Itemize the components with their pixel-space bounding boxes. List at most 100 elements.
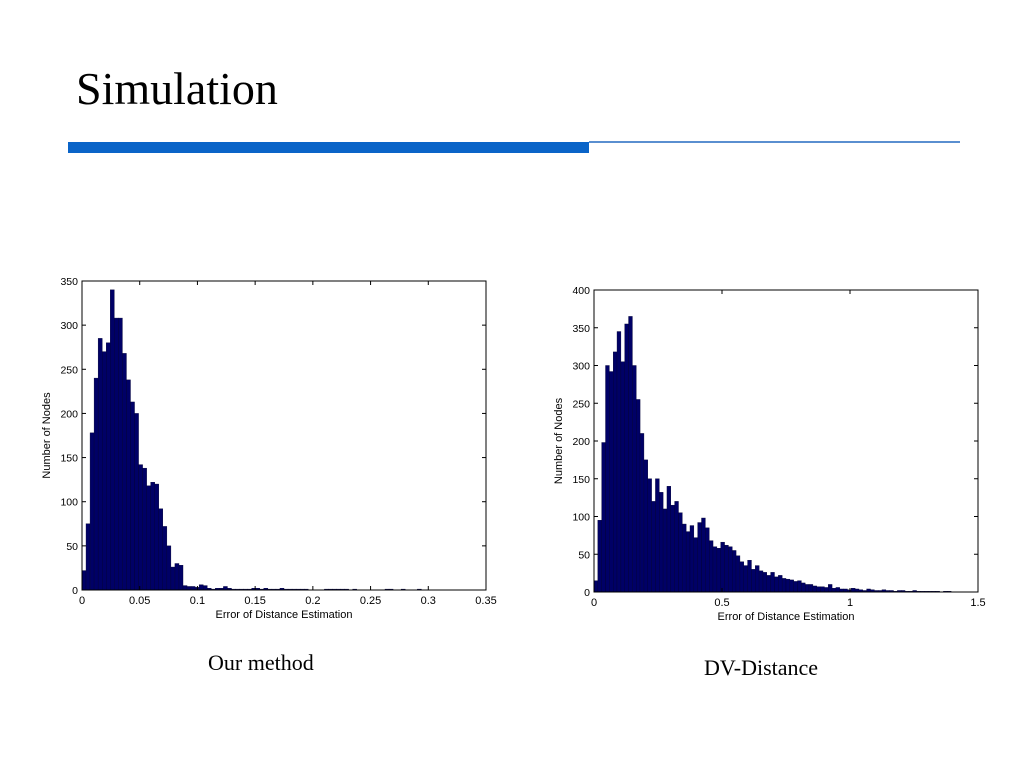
histogram-bar <box>643 459 648 593</box>
y-tick-label: 50 <box>578 549 590 561</box>
y-tick-label: 300 <box>572 361 590 373</box>
histogram-bar <box>762 572 768 593</box>
histogram-bar <box>785 578 791 593</box>
caption-dv-distance: DV-Distance <box>704 655 819 680</box>
x-tick-label: 0.3 <box>421 595 436 607</box>
y-tick-label: 0 <box>584 587 590 599</box>
y-tick-label: 100 <box>60 497 78 509</box>
histogram-bar <box>118 317 123 591</box>
x-tick-label: 0.25 <box>360 595 381 607</box>
histogram-bar <box>597 520 602 593</box>
y-tick-label: 200 <box>60 408 78 420</box>
histogram-bar <box>778 575 783 593</box>
y-tick-label: 100 <box>572 512 590 524</box>
histogram-bar <box>190 586 196 591</box>
histogram-bar <box>789 579 794 593</box>
histogram-bar <box>697 522 702 593</box>
histogram-bar <box>774 576 779 593</box>
histogram-bar <box>797 580 802 593</box>
histogram-bar <box>620 361 625 593</box>
histogram-bar <box>747 560 752 593</box>
histogram-bar <box>639 433 645 593</box>
histogram-bar <box>142 467 147 591</box>
histogram-bar <box>701 517 706 593</box>
x-tick-label: 1.5 <box>970 597 985 609</box>
histogram-bar <box>674 501 679 593</box>
histogram-bar <box>601 442 606 593</box>
y-tick-label: 150 <box>572 474 590 486</box>
histogram-bar <box>628 316 633 593</box>
histogram-bar <box>793 581 798 593</box>
y-tick-label: 200 <box>572 436 590 448</box>
histogram-bar <box>150 482 155 591</box>
caption-our-method: Our method <box>208 650 314 675</box>
histogram-bar <box>114 317 119 591</box>
histogram-bar <box>689 525 695 593</box>
histogram-bar <box>685 531 691 593</box>
histogram-bar <box>724 544 729 593</box>
histogram-bar <box>186 586 192 591</box>
histogram-bar <box>97 338 103 591</box>
histogram-bar <box>739 561 744 593</box>
histogram-bar <box>816 586 821 593</box>
histogram-bar <box>851 588 856 593</box>
histogram-bar <box>138 464 143 591</box>
x-tick-label: 0.1 <box>190 595 205 607</box>
histogram-bar <box>670 504 675 593</box>
histogram-bar <box>805 584 810 593</box>
x-tick-label: 0.35 <box>475 595 496 607</box>
plot-frame <box>81 280 487 591</box>
histogram-bar <box>693 537 698 593</box>
y-tick-label: 250 <box>572 398 590 410</box>
x-axis-label: Error of Distance Estimation <box>718 611 855 623</box>
y-tick-label: 350 <box>572 323 590 335</box>
histogram-bar <box>728 546 733 593</box>
histogram-bar <box>146 485 151 591</box>
histogram-bar <box>801 582 806 593</box>
x-tick-label: 0.15 <box>244 595 265 607</box>
histogram-bar <box>770 572 775 593</box>
histogram-bar <box>678 512 683 593</box>
title-rule-thick <box>68 142 589 153</box>
histogram-bar <box>766 575 771 593</box>
histogram-bar <box>824 587 829 593</box>
histogram-bar <box>174 563 180 591</box>
histogram-bar <box>616 331 622 593</box>
histogram-bar <box>593 580 599 593</box>
histogram-bar <box>835 587 840 593</box>
histogram-bar <box>662 508 668 593</box>
histogram-bar <box>106 342 111 591</box>
histogram-bar <box>712 546 718 593</box>
histogram-bar <box>178 565 184 591</box>
histogram-bar <box>735 555 741 593</box>
histogram-bar <box>666 486 671 593</box>
y-tick-label: 250 <box>60 364 78 376</box>
histogram-bar <box>655 478 660 593</box>
histogram-bar <box>716 548 721 593</box>
histogram-bar <box>198 584 204 591</box>
histogram-bar <box>81 570 87 591</box>
y-tick-label: 50 <box>66 541 78 553</box>
histogram-bar <box>812 585 817 593</box>
x-tick-label: 0.05 <box>129 595 150 607</box>
histogram-bar <box>682 523 687 593</box>
x-axis-label: Error of Distance Estimation <box>216 609 353 621</box>
histogram-bar <box>755 565 760 593</box>
y-axis-label: Number of Nodes <box>41 392 53 479</box>
histogram-bar <box>624 323 629 593</box>
histogram-our-method: 0 0.05 0.1 0.15 0.2 0.25 0.3 0.35 0 50 100 150 200 25… <box>30 268 510 635</box>
histogram-dv-distance: 0 0.5 1 1.5 0 50 100 150 200 250 300 350 400 Error of… <box>540 280 1000 637</box>
x-tick-label: 0 <box>591 597 597 609</box>
x-tick-label: 0.5 <box>714 597 729 609</box>
histogram-bar <box>89 432 95 591</box>
histogram-bar <box>605 365 610 593</box>
histogram-bar <box>130 401 135 591</box>
y-tick-label: 300 <box>60 320 78 332</box>
histogram-bar <box>743 565 748 593</box>
histogram-bar <box>223 586 228 591</box>
histogram-bar <box>170 566 176 591</box>
histogram-bar <box>751 569 756 593</box>
y-tick-label: 150 <box>60 453 78 465</box>
histogram-bar <box>182 585 188 591</box>
histogram-bar <box>659 492 664 593</box>
